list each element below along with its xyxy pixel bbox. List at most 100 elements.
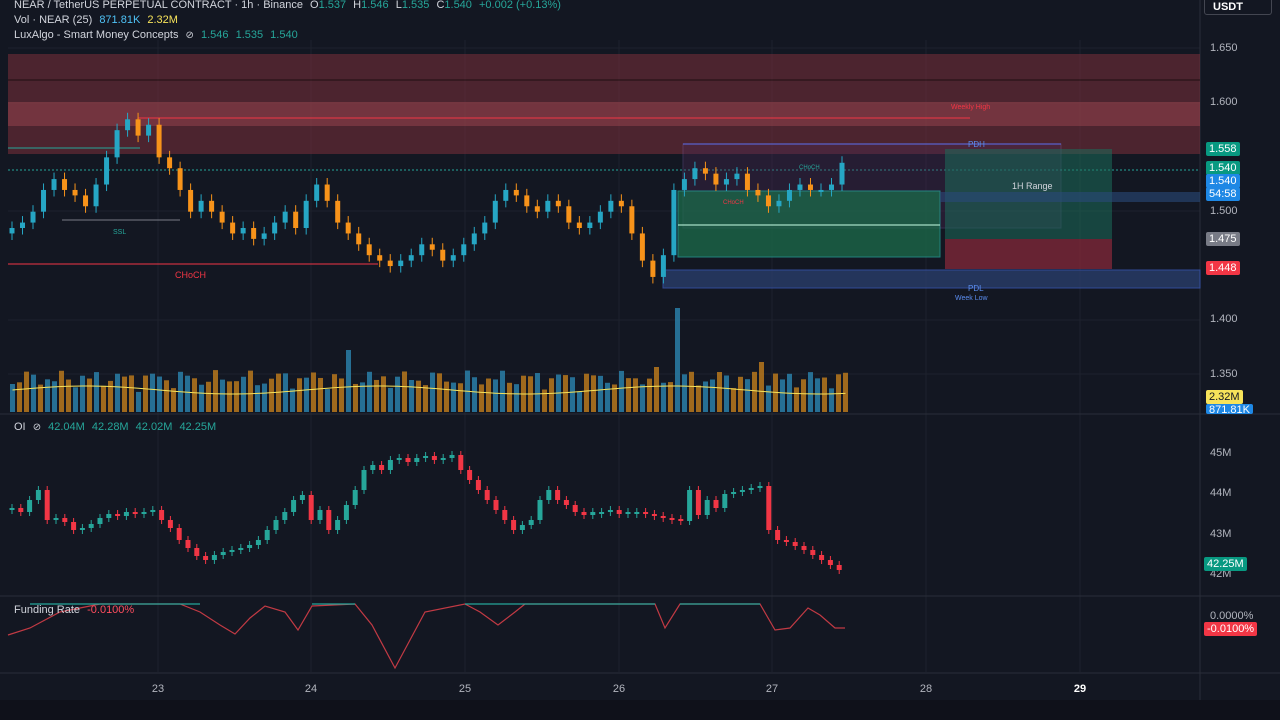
oi-body: [247, 545, 253, 548]
price-tick: 1.650: [1210, 41, 1238, 54]
price-tick: 1.350: [1210, 367, 1238, 380]
candle-body: [282, 211, 288, 223]
symbol-title: NEAR / TetherUS PERPETUAL CONTRACT · 1h …: [14, 0, 303, 11]
funding-legend[interactable]: Funding Rate -0.0100%: [14, 604, 135, 616]
candle-body: [818, 189, 824, 192]
volume-bar: [402, 371, 407, 412]
weekly-high-label: Weekly High: [951, 104, 991, 111]
volume-bar: [381, 376, 386, 412]
candle-body: [513, 189, 519, 196]
volume-bars: [10, 308, 848, 412]
volume-bar: [710, 379, 715, 412]
pdh-label: PDH: [968, 140, 985, 149]
close-value: 1.540: [444, 0, 472, 11]
order-block: [677, 190, 941, 258]
eye-slash-icon[interactable]: ⊘: [32, 422, 42, 433]
eye-slash-icon[interactable]: ⊘: [185, 30, 194, 41]
oi-body: [475, 480, 481, 490]
candle-body: [240, 228, 246, 234]
volume-bar: [66, 379, 71, 412]
volume-bar: [696, 385, 701, 412]
currency-button[interactable]: USDT: [1204, 0, 1272, 15]
candle-body: [198, 200, 204, 212]
candle-body: [492, 200, 498, 223]
volume-bar: [255, 385, 260, 412]
volume-bar: [535, 373, 540, 412]
oi-body: [123, 512, 129, 516]
volume-bar: [794, 387, 799, 412]
oi-body: [299, 495, 305, 500]
indicator-legend[interactable]: LuxAlgo - Smart Money Concepts ⊘ 1.546 1…: [14, 29, 298, 41]
candle-body: [335, 200, 341, 223]
time-label: 25: [458, 683, 472, 695]
candle-body: [702, 168, 708, 174]
oi-body: [317, 510, 323, 520]
supply-zone: [8, 102, 1200, 126]
oi-body: [519, 525, 525, 530]
oi-body: [326, 510, 332, 530]
volume-bar: [304, 377, 309, 412]
volume-bar: [493, 379, 498, 412]
time-label: 26: [612, 683, 626, 695]
oi-body: [669, 518, 675, 520]
volume-legend[interactable]: Vol · NEAR (25) 871.81K 2.32M: [14, 14, 178, 26]
choch-small-label: CHoCH: [799, 165, 820, 171]
oi-body: [678, 519, 684, 521]
volume-bar: [353, 383, 358, 412]
oi-body: [405, 458, 411, 462]
candle-body: [345, 222, 351, 234]
volume-bar: [584, 373, 589, 412]
volume-bar: [843, 372, 848, 412]
candle-body: [650, 260, 656, 277]
volume-bar: [570, 377, 575, 412]
oi-body: [731, 492, 737, 494]
oi-body: [238, 548, 244, 550]
volume-bar: [612, 384, 617, 412]
eq-zone: [940, 192, 1200, 202]
candle-body: [786, 189, 792, 201]
candle-body: [51, 179, 57, 190]
oi-body: [511, 520, 517, 530]
oi-legend[interactable]: OI ⊘ 42.04M 42.28M 42.02M 42.25M: [14, 421, 217, 433]
oi-body: [607, 510, 613, 512]
volume-bar: [647, 378, 652, 412]
volume-bar: [703, 381, 708, 412]
volume-bar: [458, 383, 463, 412]
oi-body: [150, 510, 156, 512]
volume-bar: [801, 379, 806, 412]
volume-bar: [724, 375, 729, 412]
volume-bar: [213, 370, 218, 412]
volume-bar: [423, 385, 428, 412]
oi-tick: 44M: [1210, 487, 1232, 499]
oi-body: [590, 512, 596, 515]
volume-bar: [409, 379, 414, 412]
volume-bar: [199, 384, 204, 412]
oi-body: [71, 522, 77, 530]
candle-body: [135, 119, 141, 136]
candle-body: [681, 179, 687, 190]
oi-tick: 45M: [1210, 447, 1232, 459]
volume-bar: [185, 375, 190, 412]
premium-zone: [8, 54, 1200, 154]
candle-body: [576, 222, 582, 229]
volume-ma-tag: 2.32M: [1206, 390, 1243, 404]
time-label: 28: [919, 683, 933, 695]
candle-body: [41, 189, 47, 212]
volume-bar: [437, 373, 442, 412]
change-value: +0.002 (+0.13%): [478, 0, 561, 11]
low-value: 1.535: [401, 0, 430, 11]
range-box-lower: [945, 239, 1112, 269]
candle-body: [314, 184, 320, 201]
volume-bar: [549, 378, 554, 412]
funding-line: [7, 603, 845, 670]
oi-body: [643, 512, 649, 514]
price-tick: 1.600: [1210, 96, 1238, 108]
volume-bar: [815, 378, 820, 412]
oi-body: [220, 552, 226, 555]
oi-body: [255, 540, 261, 545]
oi-body: [387, 460, 393, 470]
volume-bar: [318, 377, 323, 412]
symbol-legend[interactable]: NEAR / TetherUS PERPETUAL CONTRACT · 1h …: [14, 0, 561, 11]
volume-bar: [661, 382, 666, 412]
